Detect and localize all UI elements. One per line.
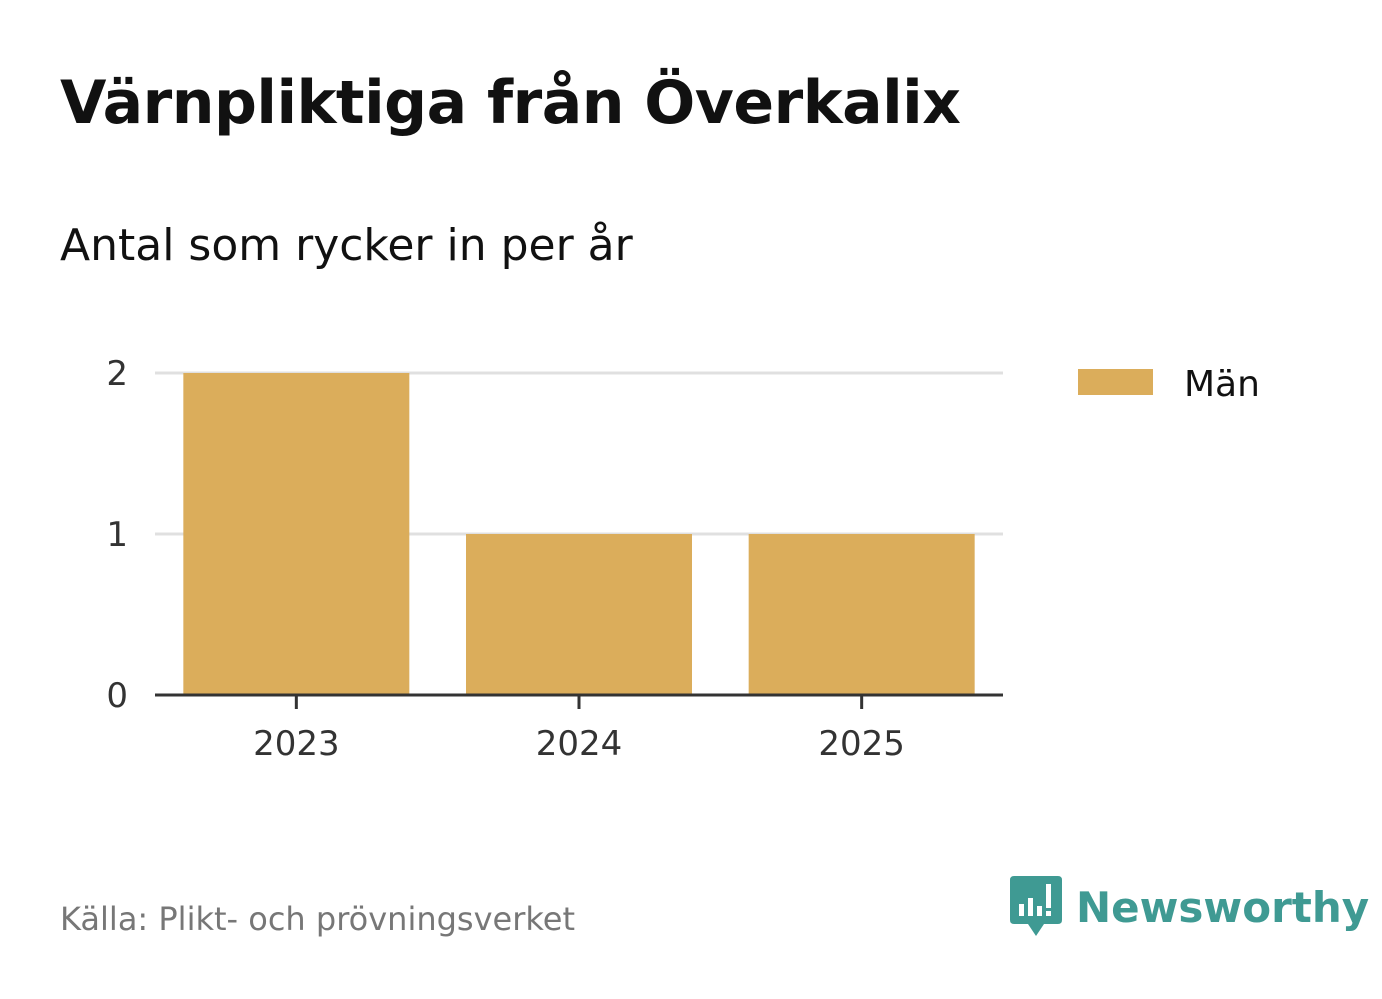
x-tick-label: 2023 [253, 724, 340, 764]
legend-label-man: Män [1184, 364, 1260, 405]
y-tick-label: 2 [106, 354, 128, 394]
bar-chart: 0 1 2 2023 2024 2025 Män [106, 354, 1260, 764]
newsworthy-logo-icon [1010, 876, 1062, 936]
y-tick-label: 1 [106, 515, 128, 555]
bar-2023 [183, 373, 410, 695]
x-tick-label: 2024 [536, 724, 623, 764]
bar-2024 [466, 534, 692, 695]
y-tick-label: 0 [106, 676, 128, 716]
legend: Män [1078, 364, 1260, 405]
bar-2025 [748, 534, 975, 695]
legend-swatch-man [1078, 369, 1153, 395]
chart-title: Värnpliktiga från Överkalix [60, 68, 961, 138]
bars [183, 373, 975, 695]
axes: 0 1 2 2023 2024 2025 [106, 354, 1003, 764]
x-tick-label: 2025 [818, 724, 905, 764]
brand-name: Newsworthy [1076, 882, 1370, 932]
source-note: Källa: Plikt- och prövningsverket [60, 900, 575, 938]
chart-subtitle: Antal som rycker in per år [60, 220, 633, 271]
brand-logo: Newsworthy [1010, 876, 1369, 938]
